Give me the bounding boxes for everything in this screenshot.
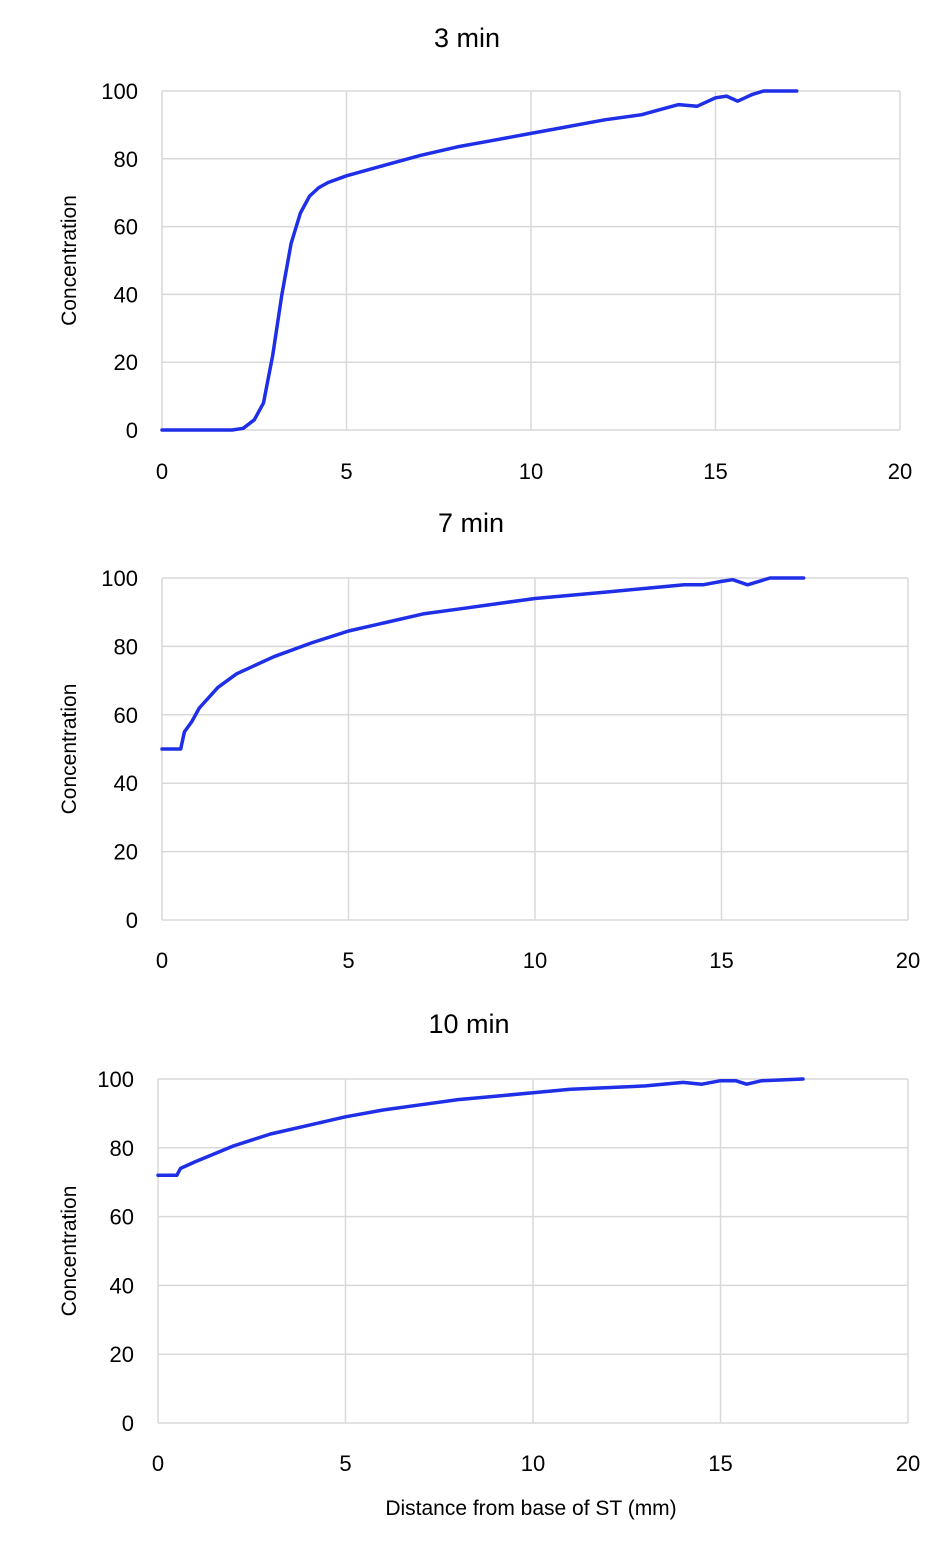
chart1-ytick-label: 60 — [114, 215, 138, 240]
chart1-xtick-label: 15 — [703, 459, 727, 484]
chart3-ytick-label: 60 — [110, 1205, 134, 1230]
chart3-title: 10 min — [428, 1009, 509, 1039]
chart1-ytick-label: 100 — [101, 79, 138, 104]
chart1-xtick-label: 0 — [156, 459, 168, 484]
chart2-xtick-label: 0 — [156, 948, 168, 973]
chart3-xtick-label: 5 — [339, 1451, 351, 1476]
chart2-series-line — [160, 576, 806, 751]
chart3-xtick-label: 0 — [152, 1451, 164, 1476]
chart1-xtick-label: 5 — [340, 459, 352, 484]
chart3-xtick-label: 15 — [708, 1451, 732, 1476]
chart2-ytick-label: 60 — [114, 703, 138, 728]
chart2-xtick-label: 10 — [523, 948, 547, 973]
chart3-y-axis-label: Concentration — [58, 1186, 81, 1317]
chart2-ytick-label: 20 — [114, 840, 138, 865]
chart1-series-line — [160, 89, 799, 432]
chart3-ytick-label: 100 — [97, 1067, 134, 1092]
chart3-xtick-label: 20 — [896, 1451, 920, 1476]
chart3-ytick-label: 20 — [110, 1342, 134, 1367]
chart1-xtick-label: 10 — [519, 459, 543, 484]
chart2-group: 0 20 40 60 80 100 0 5 10 15 20 7 min Concentration — [58, 508, 920, 973]
chart2-xtick-label: 20 — [896, 948, 920, 973]
chart3-series-line — [156, 1077, 805, 1178]
chart2-y-axis-label: Concentration — [58, 684, 81, 815]
chart1-ytick-label: 80 — [114, 147, 138, 172]
chart1-title: 3 min — [434, 23, 500, 53]
chart3-ytick-label: 0 — [122, 1411, 134, 1436]
chart1-group: 0 20 40 60 80 100 0 5 10 15 20 3 min Concentration — [58, 23, 912, 484]
chart3-xtick-label: 10 — [521, 1451, 545, 1476]
chart2-ytick-label: 80 — [114, 634, 138, 659]
chart2-xtick-label: 15 — [709, 948, 733, 973]
chart3-group: 0 20 40 60 80 100 0 5 10 15 20 10 min Concentration D… — [58, 1009, 920, 1520]
chart1-ytick-label: 40 — [114, 282, 138, 307]
chart3-ytick-label: 40 — [110, 1273, 134, 1298]
chart2-ytick-label: 40 — [114, 771, 138, 796]
chart1-y-axis-label: Concentration — [58, 195, 81, 326]
chart3-x-axis-label: Distance from base of ST (mm) — [385, 1497, 676, 1520]
chart1-ytick-label: 20 — [114, 350, 138, 375]
chart1-ytick-label: 0 — [126, 418, 138, 443]
chart2-title: 7 min — [438, 508, 504, 538]
chart2-ytick-label: 0 — [126, 908, 138, 933]
chart1-xtick-label: 20 — [888, 459, 912, 484]
chart2-ytick-label: 100 — [101, 566, 138, 591]
chart2-xtick-label: 5 — [342, 948, 354, 973]
chart3-ytick-label: 80 — [110, 1136, 134, 1161]
